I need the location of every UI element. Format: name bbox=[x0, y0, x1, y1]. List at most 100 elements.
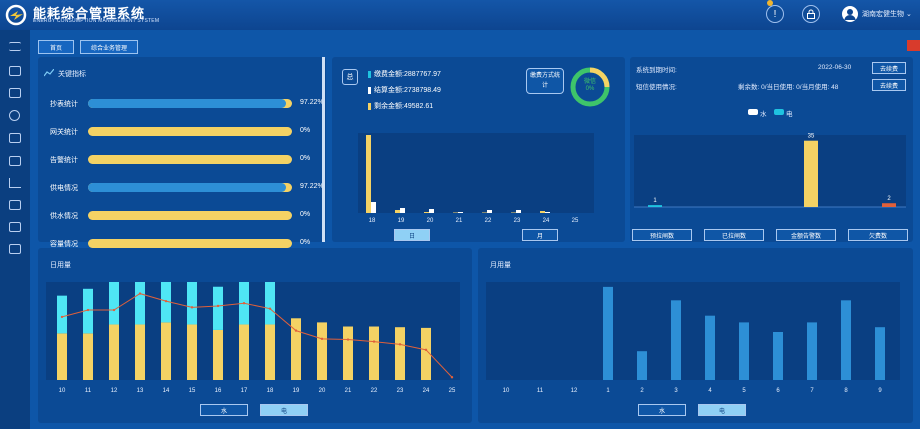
scrollbar[interactable] bbox=[322, 57, 325, 242]
monthly-x-tick: 5 bbox=[742, 388, 746, 394]
daily-trend-point bbox=[398, 343, 402, 346]
daily-tab-power[interactable]: 电 bbox=[260, 404, 308, 416]
image-icon[interactable] bbox=[9, 66, 21, 76]
daily-x-tick: 13 bbox=[137, 388, 144, 394]
daily-bar-power bbox=[187, 324, 197, 380]
monthly-bar bbox=[603, 286, 613, 380]
daily-bar-power bbox=[213, 329, 223, 380]
daily-tab-water[interactable]: 水 bbox=[200, 404, 248, 416]
monthly-x-tick: 7 bbox=[810, 388, 814, 394]
monthly-x-tick: 11 bbox=[537, 388, 544, 394]
user-menu[interactable]: 湖南宏健生物 ⌄ bbox=[862, 9, 912, 19]
monthly-bar bbox=[637, 351, 647, 380]
logo-icon bbox=[5, 4, 27, 26]
download-icon[interactable] bbox=[9, 156, 21, 166]
fee-mark bbox=[368, 70, 371, 78]
settled-amount: 结算金额:2738798.49 bbox=[374, 87, 441, 94]
kpi-progress bbox=[88, 211, 292, 220]
fee-bar bbox=[458, 212, 463, 213]
gallery-icon[interactable] bbox=[9, 244, 21, 254]
monthly-chart: 10 11 12 1 2 3 4 5 6 7 8 9 bbox=[486, 282, 900, 394]
kpi-title: 关键指标 bbox=[58, 71, 86, 78]
legend-water: 水 bbox=[760, 111, 767, 118]
fee-bar bbox=[424, 212, 429, 213]
kpi-progress bbox=[88, 155, 292, 164]
status-bar bbox=[804, 140, 818, 207]
kpi-label: 供水情况 bbox=[50, 213, 78, 220]
kpi-progress-fill bbox=[88, 183, 287, 192]
total-tag: 总 bbox=[342, 69, 358, 85]
folder-icon[interactable] bbox=[9, 88, 21, 98]
fee-panel: 总 缴费金额:2887767.97 结算金额:2738798.49 剩余金额:4… bbox=[332, 57, 625, 242]
fee-mark bbox=[368, 86, 371, 94]
daily-bar-water bbox=[213, 286, 223, 330]
donut-label: 微信 0% bbox=[578, 79, 602, 93]
breadcrumb-current[interactable]: 综合业务管理 bbox=[80, 40, 138, 54]
daily-trend-point bbox=[424, 348, 428, 352]
alert-button[interactable]: ! bbox=[766, 5, 784, 23]
daily-trend-point bbox=[294, 329, 298, 332]
daily-x-tick: 17 bbox=[241, 388, 248, 394]
fee-bar bbox=[540, 211, 545, 213]
payment-donut bbox=[570, 67, 610, 107]
tab-month[interactable]: 月 bbox=[522, 229, 558, 241]
tab-day[interactable]: 日 bbox=[394, 229, 430, 241]
exclamation-icon: ! bbox=[773, 8, 777, 20]
monthly-tab-power[interactable]: 电 bbox=[698, 404, 746, 416]
renew-sms-button[interactable]: 去续费 bbox=[872, 79, 906, 91]
daily-bar-power bbox=[343, 326, 353, 380]
sms-label: 短信使用情况: bbox=[636, 84, 677, 91]
daily-trend-point bbox=[86, 308, 90, 312]
fee-x-tick: 23 bbox=[514, 218, 521, 224]
kpi-panel: 关键指标 抄表统计 97.22% 网关统计 0% 告警统计 0% 供电情况 97.22% 供水情… bbox=[38, 57, 326, 248]
monthly-title: 月用量 bbox=[490, 262, 511, 269]
amount-alarm-button[interactable]: 金额告警数 bbox=[776, 229, 836, 241]
monthly-tab-water[interactable]: 水 bbox=[638, 404, 686, 416]
breadcrumb-home[interactable]: 首页 bbox=[38, 40, 74, 54]
kpi-value: 97.22% bbox=[300, 99, 324, 106]
lock-button[interactable] bbox=[802, 5, 820, 23]
monthly-bar bbox=[875, 327, 885, 380]
close-tab-button[interactable] bbox=[907, 40, 920, 51]
document-search-icon[interactable] bbox=[9, 200, 21, 210]
daily-trend-point bbox=[372, 340, 376, 343]
cutoff-button[interactable]: 已拉闸数 bbox=[704, 229, 764, 241]
daily-x-tick: 25 bbox=[449, 388, 456, 394]
notification-badge bbox=[767, 0, 773, 6]
chat-icon[interactable] bbox=[9, 133, 21, 143]
daily-trend-point bbox=[242, 302, 246, 305]
daily-bar-water bbox=[109, 282, 119, 325]
daily-bar-power bbox=[239, 324, 249, 380]
daily-x-tick: 15 bbox=[189, 388, 196, 394]
daily-x-tick: 21 bbox=[345, 388, 352, 394]
daily-trend-point bbox=[164, 299, 168, 303]
legend-power-swatch bbox=[774, 109, 784, 115]
currency-icon[interactable] bbox=[9, 110, 20, 121]
payment-method-button[interactable]: 缴费方式统计 bbox=[526, 68, 564, 94]
kpi-row: 容量情况 0% bbox=[50, 237, 328, 249]
kpi-label: 网关统计 bbox=[50, 129, 78, 136]
fee-bar bbox=[395, 210, 400, 213]
fee-bar bbox=[516, 210, 521, 213]
kpi-value: 97.22% bbox=[300, 183, 324, 190]
daily-x-tick: 19 bbox=[293, 388, 300, 394]
trend-icon[interactable] bbox=[9, 178, 21, 188]
kpi-value: 0% bbox=[300, 155, 311, 162]
daily-x-tick: 20 bbox=[319, 388, 326, 394]
grid-icon[interactable] bbox=[9, 222, 21, 232]
expiry-label: 系统到期时间: bbox=[636, 67, 677, 74]
daily-bar-power bbox=[317, 322, 327, 380]
pre-cutoff-button[interactable]: 预拉闸数 bbox=[632, 229, 692, 241]
daily-x-tick: 18 bbox=[267, 388, 274, 394]
arrears-button[interactable]: 欠费数 bbox=[848, 229, 908, 241]
renew-button[interactable]: 去续费 bbox=[872, 62, 906, 74]
status-bar-label: 35 bbox=[808, 134, 815, 140]
donut-name: 微信 bbox=[583, 79, 596, 85]
monthly-x-tick: 3 bbox=[674, 388, 678, 394]
fee-mark bbox=[368, 102, 371, 110]
daily-trend-point bbox=[216, 304, 220, 308]
monthly-x-tick: 6 bbox=[776, 388, 780, 394]
list-icon[interactable] bbox=[9, 42, 21, 51]
paid-amount: 缴费金额:2887767.97 bbox=[374, 71, 441, 78]
avatar[interactable] bbox=[842, 6, 858, 22]
